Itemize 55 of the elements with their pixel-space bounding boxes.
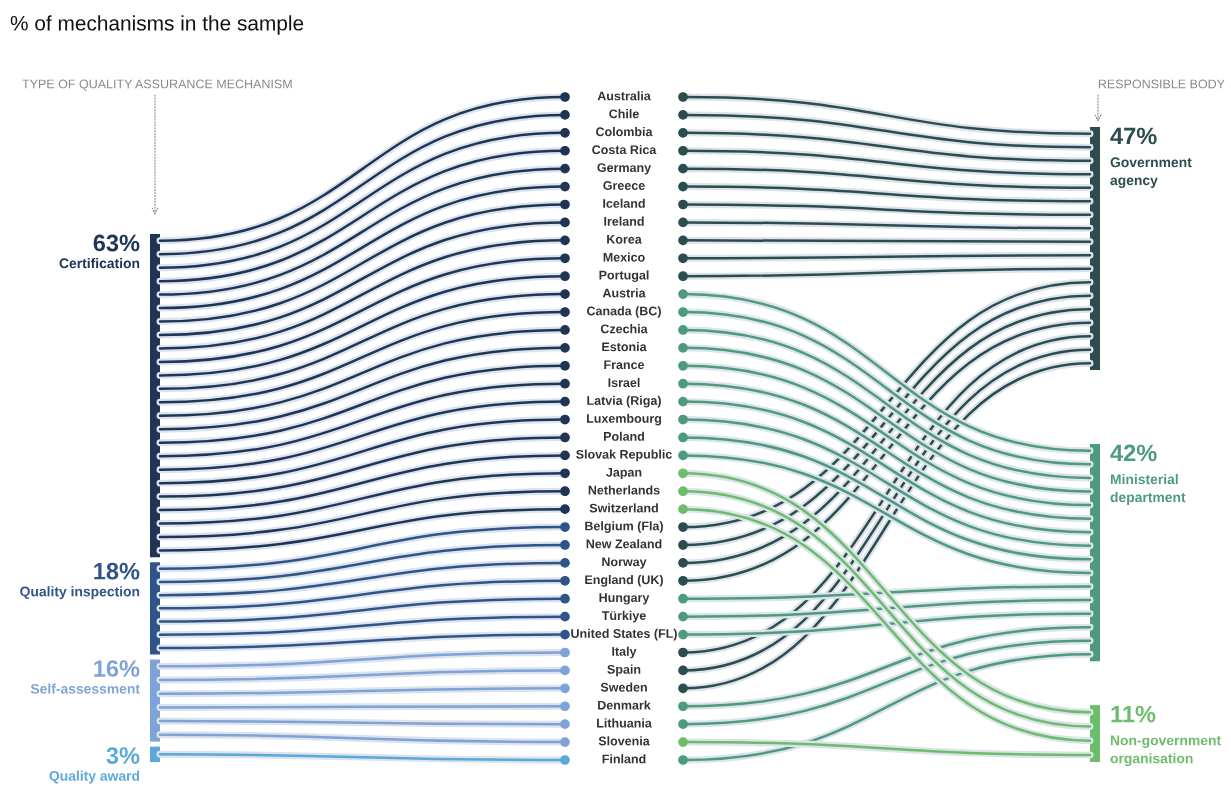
category-label: Ministerial department [1110, 473, 1186, 505]
text: New Zealand [586, 539, 662, 549]
text: Slovenia [598, 736, 650, 746]
category-label: Non-government organisation [1110, 735, 1221, 767]
text: % of mechanisms in the sample [10, 15, 304, 35]
text: Estonia [602, 342, 647, 352]
text: TYPE OF QUALITY ASSURANCE MECHANISM [22, 79, 292, 91]
data-label: 42% [1110, 444, 1157, 462]
data-label: 11% [1111, 705, 1156, 723]
text: RESPONSIBLE BODY [1098, 79, 1225, 89]
text: Germany [597, 163, 652, 175]
text: Japan [606, 467, 642, 480]
text: Costa Rica [592, 144, 657, 155]
text: Sweden [600, 682, 647, 692]
category-label: Self-assessment [30, 683, 140, 694]
text: Lithuania [597, 718, 652, 728]
category-label: Quality inspection [20, 586, 140, 600]
text: Türkiye [601, 610, 646, 623]
text: Korea [607, 234, 642, 244]
data-label: 47% [1110, 127, 1157, 145]
text: Australia [597, 91, 651, 101]
text: Austria [602, 288, 646, 298]
text: Canada (BC) [587, 306, 661, 318]
data-label: 18% [94, 562, 140, 580]
text: Mexico [603, 252, 645, 262]
text: Norway [602, 557, 647, 569]
text: Italy [612, 646, 637, 659]
text: Poland [604, 431, 645, 441]
text: Latvia (Riga) [587, 395, 661, 408]
text: Iceland [603, 198, 645, 208]
text: Colombia [596, 127, 653, 137]
category-label: Certification [59, 258, 140, 269]
text: United States (FL) [571, 628, 677, 641]
text: England (UK) [585, 574, 663, 587]
text: Portugal [599, 270, 649, 283]
text: Luxembourg [586, 413, 662, 426]
text: Ireland [604, 216, 644, 226]
data-label: 63% [93, 234, 140, 252]
text: Netherlands [588, 485, 660, 495]
text: Israel [608, 377, 640, 388]
text: Hungary [599, 593, 650, 605]
data-label: 3% [106, 747, 140, 764]
text: Czechia [600, 324, 648, 334]
text: Greece [603, 181, 645, 190]
text: Denmark [598, 700, 651, 710]
text: Switzerland [589, 503, 658, 513]
text: Finland [602, 754, 646, 764]
data-label: 16% [94, 660, 140, 677]
category-label: Quality award [49, 770, 140, 784]
text: Chile [609, 109, 639, 119]
category-label: Government agency [1110, 157, 1192, 188]
text: France [604, 360, 645, 370]
text: Belgium (Fla) [585, 521, 663, 533]
text: Slovak Republic [576, 449, 672, 462]
text: Spain [607, 664, 641, 677]
